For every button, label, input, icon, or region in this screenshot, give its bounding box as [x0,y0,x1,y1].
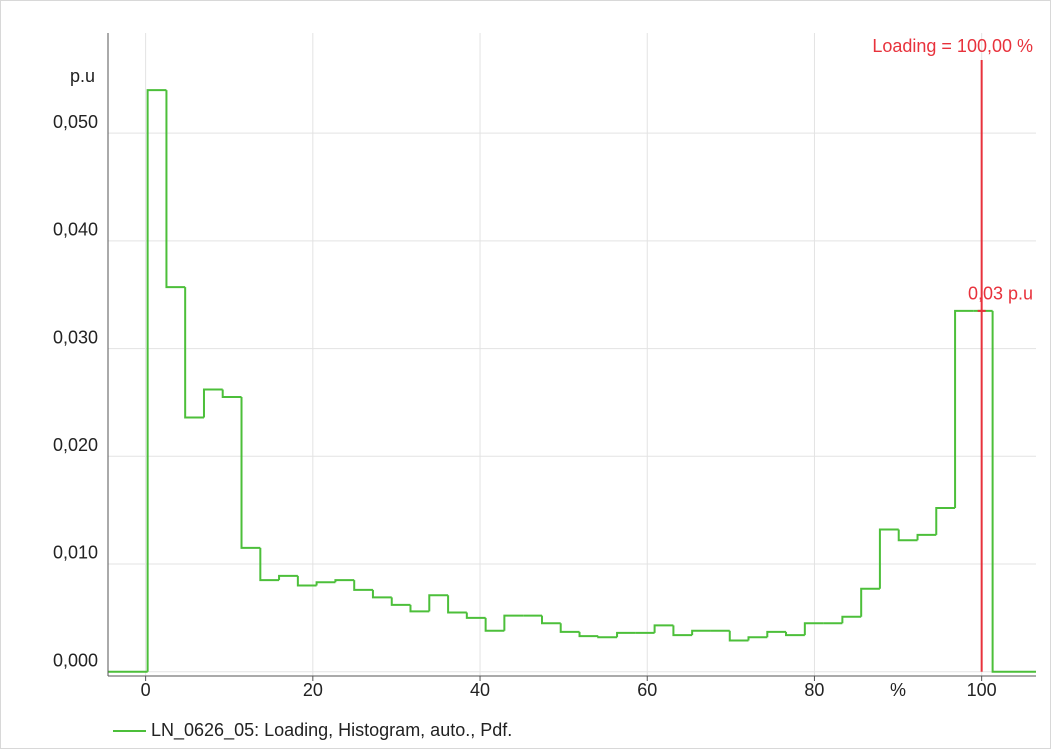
histogram-step [954,309,974,508]
histogram-step [278,574,298,581]
histogram-step [878,528,899,589]
y-tick-label: 0,050 [53,112,98,132]
histogram-step [390,597,411,606]
histogram-step [334,579,355,583]
y-tick-label: 0,030 [53,327,98,347]
histogram-step [221,389,242,399]
histogram-step [728,630,749,642]
histogram-step [766,630,787,638]
histogram-step [184,287,204,419]
histogram-step [465,612,486,619]
histogram-step [935,506,956,535]
histogram-step [202,388,223,418]
histogram-step [540,615,561,625]
histogram-step [803,622,824,636]
histogram-step [296,575,317,587]
histogram-step [409,604,430,613]
histogram-step [672,625,693,637]
histogram-step [503,614,524,631]
x-tick-label: 20 [303,680,323,700]
histogram-step [484,617,505,632]
x-tick-label: 0 [141,680,151,700]
histogram-step [747,636,768,641]
x-tick-label: 80 [804,680,824,700]
histogram-step [559,623,580,633]
histogram-step [428,594,449,612]
marker-x-label: Loading = 100,00 % [872,36,1033,56]
x-tick-label: 60 [637,680,657,700]
histogram-step [785,631,805,637]
histogram-step [240,397,261,549]
y-tick-label: 0,000 [53,650,98,670]
y-unit: p.u [70,66,95,86]
y-tick-label: 0,010 [53,543,98,563]
histogram-step [371,589,392,599]
histogram-step [841,615,862,624]
histogram-step [353,580,373,591]
histogram-step [653,624,674,633]
y-tick-label: 0,040 [53,220,98,240]
x-unit: % [890,680,906,700]
y-tick-label: 0,020 [53,435,98,455]
x-tick-label: 100 [967,680,997,700]
histogram-step [315,581,336,586]
histogram-step [860,587,880,617]
histogram-step [259,547,280,582]
histogram-step [916,533,937,541]
x-tick-label: 40 [470,680,490,700]
histogram-step [578,631,599,638]
histogram-step [691,629,711,636]
baseline [991,310,1036,673]
histogram-step [165,90,186,289]
histogram-step [616,631,636,638]
plot [108,89,1036,673]
histogram-step [146,89,167,672]
legend-label: LN_0626_05: Loading, Histogram, auto., P… [151,720,512,741]
histogram-step [897,529,918,542]
marker-y-label: 0,03 p.u [968,284,1033,304]
histogram-step [447,595,467,614]
histogram-step [597,636,618,639]
